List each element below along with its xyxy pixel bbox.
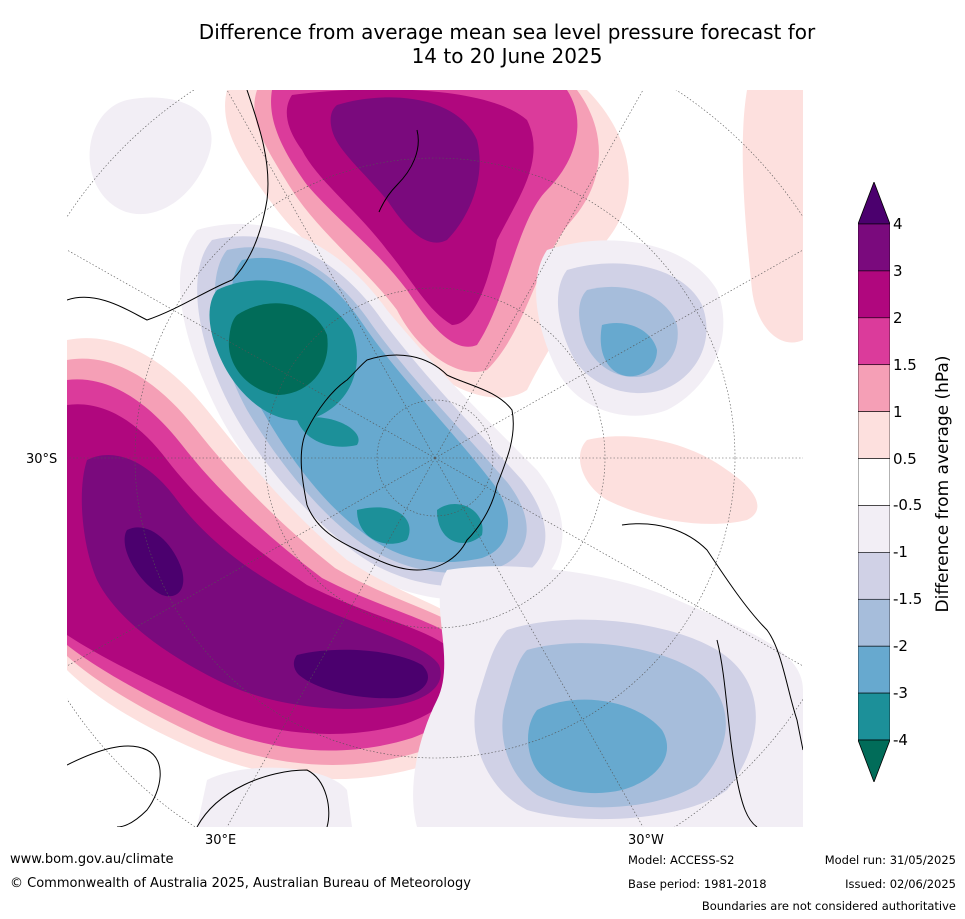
footer-url: www.bom.gov.au/climate bbox=[10, 852, 174, 867]
colorbar bbox=[858, 182, 890, 782]
colorbar-title: Difference from average (hPa) bbox=[933, 355, 953, 613]
coastlines bbox=[67, 90, 803, 827]
colorbar-tick-label: -4 bbox=[893, 731, 908, 749]
anomaly-region bbox=[297, 417, 359, 447]
anomaly-region bbox=[357, 507, 410, 544]
colorbar-tick-label: -3 bbox=[893, 684, 908, 703]
colorbar-extend-max bbox=[858, 182, 890, 225]
anomaly-region bbox=[742, 90, 803, 343]
latitude-label-30s: 30°S bbox=[26, 452, 58, 467]
anomaly-region bbox=[293, 649, 428, 699]
colorbar-segment bbox=[858, 645, 890, 694]
title-line-2: 14 to 20 June 2025 bbox=[411, 44, 603, 68]
anomaly-region bbox=[330, 97, 480, 243]
colorbar-segment bbox=[858, 458, 890, 506]
anomaly-region bbox=[124, 527, 184, 597]
footer-base-period: Base period: 1981-2018 bbox=[628, 877, 767, 891]
anomaly-region bbox=[197, 767, 352, 827]
map-title: Difference from average mean sea level p… bbox=[0, 20, 965, 68]
anomaly-region bbox=[437, 504, 483, 543]
footer-disclaimer: Boundaries are not considered authoritat… bbox=[701, 899, 956, 913]
colorbar-segment bbox=[858, 598, 890, 647]
colorbar-tick-label: 4 bbox=[893, 215, 903, 233]
anomaly-region bbox=[228, 303, 328, 395]
anomaly-region bbox=[81, 454, 441, 709]
colorbar-tick-label: -0.5 bbox=[893, 496, 923, 515]
title-line-1: Difference from average mean sea level p… bbox=[198, 20, 816, 44]
colorbar-tick-label: -2 bbox=[893, 637, 908, 656]
footer-model: Model: ACCESS-S2 bbox=[628, 853, 735, 867]
colorbar-segment bbox=[858, 364, 890, 412]
colorbar-tick-label: 1.5 bbox=[893, 355, 917, 374]
colorbar-segment bbox=[858, 317, 890, 366]
footer-model-run: Model run: 31/05/2025 bbox=[824, 853, 956, 867]
colorbar-extend-min bbox=[858, 739, 890, 782]
colorbar-tick-label: 3 bbox=[893, 261, 903, 280]
anomaly-region bbox=[528, 699, 668, 794]
colorbar-segment bbox=[858, 505, 890, 553]
anomaly-region bbox=[600, 322, 657, 377]
colorbar-segment bbox=[858, 270, 890, 319]
footer-issued: Issued: 02/06/2025 bbox=[845, 877, 956, 891]
colorbar-tick-label: 0.5 bbox=[893, 449, 917, 468]
colorbar-tick-label: 2 bbox=[893, 308, 903, 327]
colorbar-segment bbox=[858, 223, 890, 272]
graticule bbox=[67, 90, 803, 827]
anomaly-region bbox=[89, 97, 212, 215]
pressure-anomaly-map bbox=[67, 90, 803, 827]
colorbar-tick-label: -1 bbox=[893, 543, 908, 562]
colorbar-segment bbox=[858, 692, 890, 741]
colorbar-tick-label: 1 bbox=[893, 402, 903, 421]
colorbar-segment bbox=[858, 552, 890, 600]
colorbar-tick-label: -1.5 bbox=[893, 590, 923, 609]
colorbar-segment bbox=[858, 411, 890, 459]
longitude-label-30e: 30°E bbox=[205, 833, 237, 848]
footer-copyright: © Commonwealth of Australia 2025, Austra… bbox=[10, 876, 471, 891]
longitude-label-30w: 30°W bbox=[628, 833, 664, 848]
